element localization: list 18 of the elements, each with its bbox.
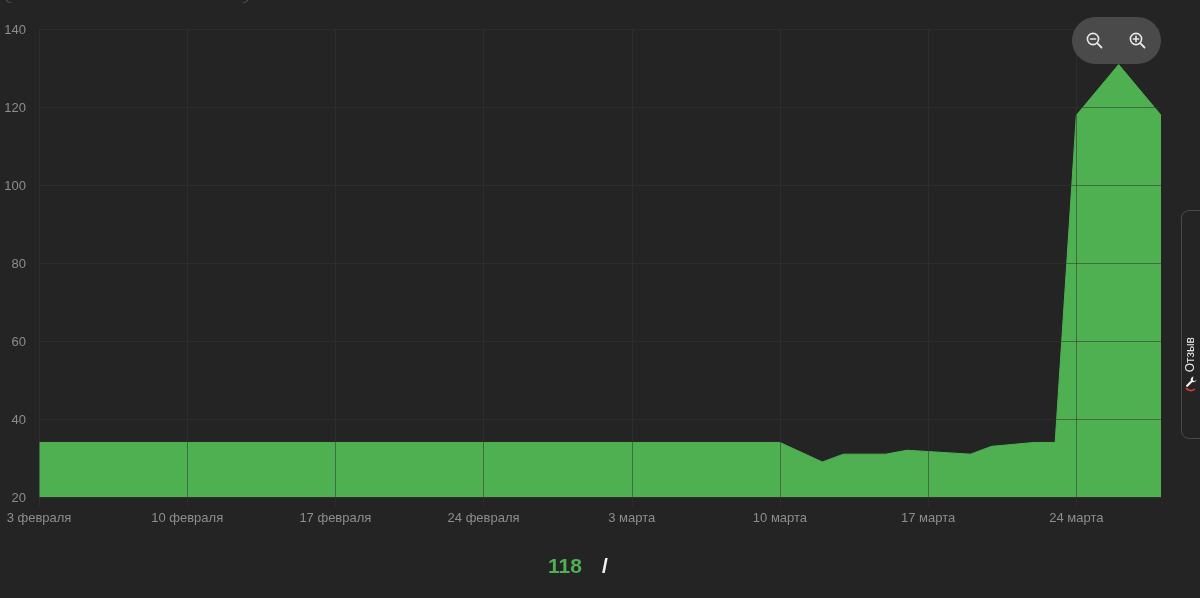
y-tick-label: 120 [4, 99, 26, 115]
x-tick-label: 24 марта [1049, 510, 1105, 525]
y-tick-label: 100 [4, 177, 26, 193]
x-tick-label: 24 февраля [447, 510, 520, 525]
x-tick-label: 17 марта [901, 510, 957, 525]
x-tick-label: 10 марта [752, 510, 808, 525]
y-tick-label: 60 [11, 333, 26, 349]
y-tick-label: 20 [11, 489, 26, 505]
text: / [602, 553, 608, 579]
y-tick-label: 80 [11, 255, 26, 271]
x-tick-label: 17 февраля [299, 510, 372, 525]
x-tick-label: 3 марта [608, 510, 657, 525]
text: 118 [548, 553, 582, 579]
x-tick-label: 3 февраля [6, 510, 72, 525]
y-tick-label: 140 [4, 22, 26, 37]
y-tick-label: 40 [11, 411, 26, 427]
text: Отзыв [1183, 336, 1197, 372]
x-tick-label: 10 февраля [151, 510, 224, 525]
